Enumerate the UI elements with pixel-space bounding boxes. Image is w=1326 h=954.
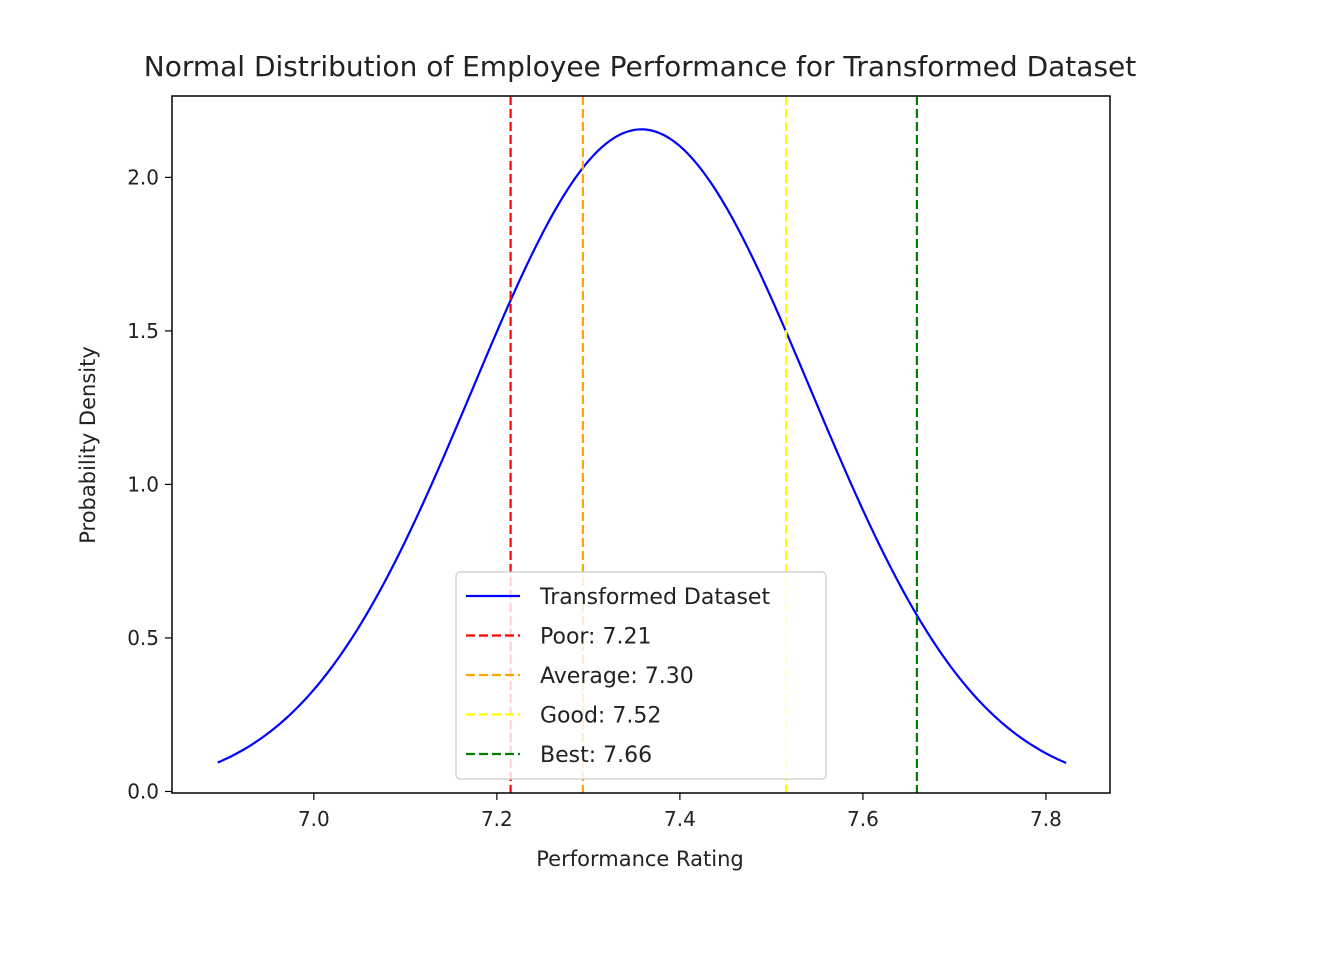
x-tick-label: 7.4 [664, 807, 696, 831]
x-tick-label: 7.2 [481, 807, 513, 831]
y-tick-label: 0.0 [127, 779, 159, 803]
x-tick-label: 7.0 [298, 807, 330, 831]
x-tick-label: 7.8 [1030, 807, 1062, 831]
legend-entry-label: Average: 7.30 [540, 664, 694, 689]
x-axis: 7.0 7.2 7.4 7.6 7.8 [298, 793, 1062, 831]
series-line-transformed-dataset [217, 128, 1067, 764]
legend-entry-label: Best: 7.66 [540, 743, 652, 768]
y-tick-label: 0.5 [127, 626, 159, 650]
legend: Transformed Dataset Poor: 7.21 Average: 7.… [455, 571, 827, 780]
legend-entry-label: Poor: 7.21 [540, 625, 651, 650]
y-tick-label: 1.5 [127, 319, 159, 343]
y-tick-label: 1.0 [127, 472, 159, 496]
y-axis-label: Probability Density [76, 346, 100, 544]
x-tick-label: 7.6 [847, 807, 879, 831]
legend-box [455, 571, 827, 780]
x-axis-label: Performance Rating [536, 847, 743, 871]
axes-frame [171, 95, 1111, 794]
legend-entry-label: Good: 7.52 [540, 704, 661, 729]
legend-entry-label: Transformed Dataset [539, 585, 770, 610]
chart-title: Normal Distribution of Employee Performa… [144, 50, 1137, 83]
y-tick-label: 2.0 [127, 165, 159, 189]
y-axis: 0.0 0.5 1.0 1.5 2.0 [127, 165, 172, 803]
